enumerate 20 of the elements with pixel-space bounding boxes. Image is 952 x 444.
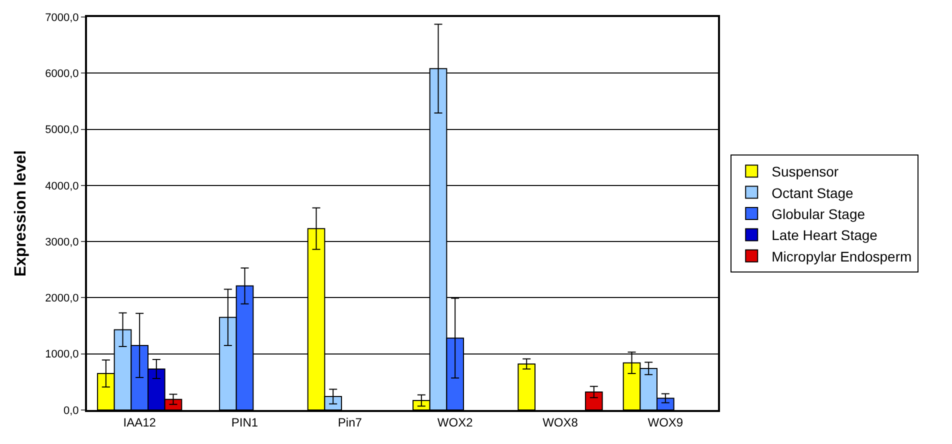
y-tick-label: 7000,0 — [45, 12, 79, 24]
legend-label: Globular Stage — [772, 206, 866, 222]
x-tick-label: Pin7 — [338, 415, 362, 430]
x-tick-label: WOX9 — [648, 415, 684, 430]
legend-label: Micropylar Endosperm — [772, 248, 912, 264]
y-tick-label: 5000,0 — [45, 124, 79, 136]
legend-label: Late Heart Stage — [772, 227, 878, 244]
x-tick-label: WOX8 — [542, 415, 578, 430]
y-tick-label: 2000,0 — [45, 292, 79, 305]
y-tick-label: 4000,0 — [45, 180, 79, 192]
legend-label: Suspensor — [772, 164, 839, 180]
x-tick-label: WOX2 — [437, 415, 474, 430]
y-tick-label: 3000,0 — [45, 236, 79, 248]
y-axis-title: Expression level — [12, 150, 30, 277]
y-tick-label: 1000,0 — [45, 348, 79, 361]
x-tick-label: PIN1 — [231, 415, 258, 430]
x-tick-label: IAA12 — [123, 415, 156, 430]
y-tick-label: 0,0 — [64, 404, 79, 417]
y-tick-label: 6000,0 — [45, 68, 79, 80]
legend-label: Octant Stage — [772, 184, 854, 201]
